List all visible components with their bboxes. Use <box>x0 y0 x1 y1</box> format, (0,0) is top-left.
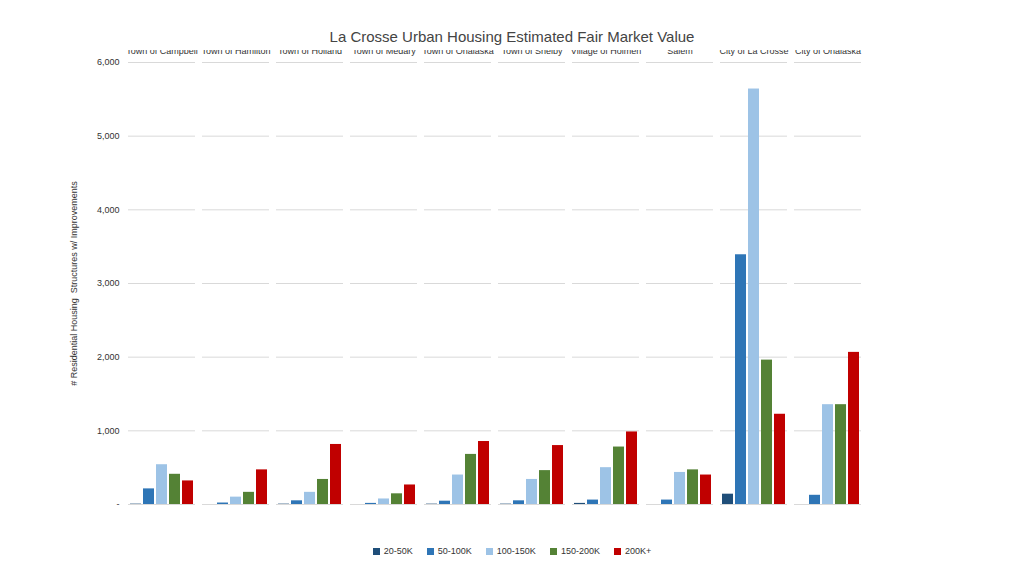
svg-text:1,000: 1,000 <box>97 426 120 436</box>
html-text:200K+: 200K+ <box>624 546 652 556</box>
svg-text:3,000: 3,000 <box>97 278 120 288</box>
svg-text:2,000: 2,000 <box>97 352 120 362</box>
html-text:50-100K: 50-100K <box>437 546 472 556</box>
html-text:100-150K: 100-150K <box>496 546 536 556</box>
svg-text:5,000: 5,000 <box>97 131 120 141</box>
svg-text:City of Onalaska: City of Onalaska <box>795 50 861 56</box>
svg-text:Town of Hamilton: Town of Hamilton <box>201 50 270 56</box>
svg-text:Town of Holland: Town of Holland <box>278 50 342 56</box>
svg-text:6,000: 6,000 <box>97 57 120 67</box>
svg-text:City of La Crosse: City of La Crosse <box>719 50 788 56</box>
html-text:20-50K: 20-50K <box>383 546 413 556</box>
svg-text:Village of WestSalem: Village of WestSalem <box>650 50 710 56</box>
svg-text:Town of Campbell: Town of Campbell <box>126 50 198 56</box>
svg-text:Town of Onalaska: Town of Onalaska <box>422 50 494 56</box>
svg-text:4,000: 4,000 <box>97 205 120 215</box>
svg-text:Town of Medary: Town of Medary <box>352 50 416 56</box>
svg-text:# Residential Housing Structu: # Residential Housing Structures w/ Impr… <box>69 181 79 386</box>
svg-text:Village of Holmen: Village of Holmen <box>571 50 641 56</box>
html-text:La Crosse Urban Housing Estima: La Crosse Urban Housing Estimated Fair M… <box>329 28 695 45</box>
html-text:150-200K: 150-200K <box>560 546 600 556</box>
svg-text:-: - <box>117 499 120 509</box>
svg-text:Town of Shelby: Town of Shelby <box>501 50 563 56</box>
